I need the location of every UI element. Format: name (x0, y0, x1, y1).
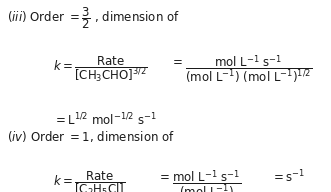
Text: $(\mathit{iii})$ Order $= \dfrac{3}{2}$ , dimension of: $(\mathit{iii})$ Order $= \dfrac{3}{2}$ … (7, 6, 179, 31)
Text: $\dfrac{\mathrm{mol\ L^{-1}\ s^{-1}}}{(\mathrm{mol\ L^{-1}})}$: $\dfrac{\mathrm{mol\ L^{-1}\ s^{-1}}}{(\… (172, 169, 242, 192)
Text: $k = \dfrac{\mathrm{Rate}}{[\mathrm{C_2H_5Cl}]}$: $k = \dfrac{\mathrm{Rate}}{[\mathrm{C_2H… (53, 169, 125, 192)
Text: $= \mathrm{s^{-1}}$: $= \mathrm{s^{-1}}$ (271, 169, 306, 185)
Text: $= \mathrm{L^{1/2}\ mol^{-1/2}\ s^{-1}}$: $= \mathrm{L^{1/2}\ mol^{-1/2}\ s^{-1}}$ (53, 111, 157, 128)
Text: $k = \dfrac{\mathrm{Rate}}{[\mathrm{CH_3CHO}]^{3/2}}$: $k = \dfrac{\mathrm{Rate}}{[\mathrm{CH_3… (53, 54, 148, 84)
Text: $(\mathit{iv})$ Order $= 1$, dimension of: $(\mathit{iv})$ Order $= 1$, dimension o… (7, 129, 175, 144)
Text: $=$: $=$ (157, 169, 170, 182)
Text: $=$: $=$ (170, 54, 183, 67)
Text: $\dfrac{\mathrm{mol\ L^{-1}\ s^{-1}}}{(\mathrm{mol\ L^{-1}})\ (\mathrm{mol\ L^{-: $\dfrac{\mathrm{mol\ L^{-1}\ s^{-1}}}{(\… (185, 54, 313, 86)
